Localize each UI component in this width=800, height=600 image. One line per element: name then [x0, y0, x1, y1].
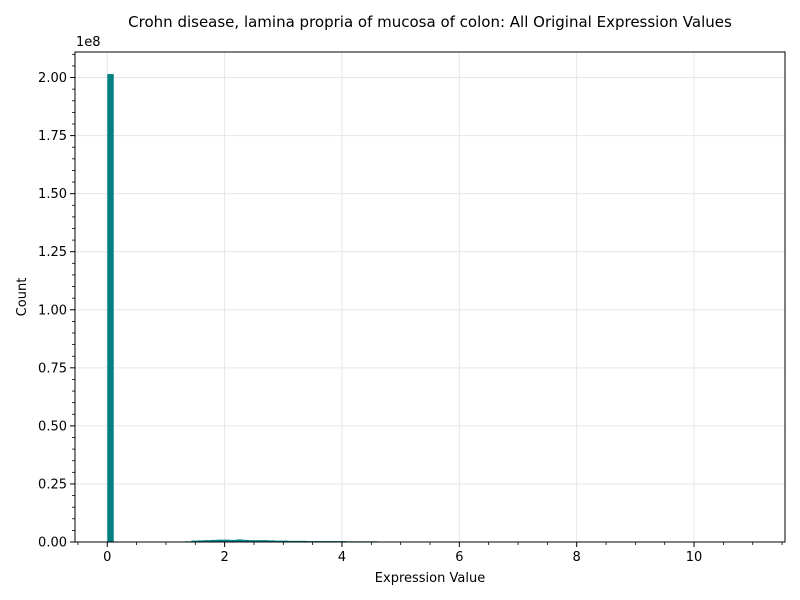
y-tick-label: 2.00	[38, 71, 67, 86]
histogram-bar	[262, 540, 269, 542]
histogram-bar	[268, 540, 276, 542]
y-tick-label: 1.00	[38, 303, 67, 318]
histogram-bar	[217, 539, 224, 542]
plot-frame	[74, 51, 786, 543]
histogram-bar	[242, 539, 250, 542]
histogram-bar	[294, 540, 301, 542]
x-axis: 0 2 4 6 8 10	[77, 542, 783, 565]
x-axis-label: Expression Value	[375, 571, 485, 586]
bars	[107, 74, 418, 543]
y-tick-label: 0.50	[38, 419, 67, 434]
y-tick-label: 1.50	[38, 187, 67, 202]
histogram-bar	[210, 539, 217, 542]
histogram-bar	[107, 74, 114, 542]
histogram-bar	[197, 540, 205, 542]
histogram-bar	[255, 540, 263, 542]
histogram-bar	[236, 539, 243, 542]
grid	[75, 52, 785, 543]
y-tick-label: 0.25	[38, 477, 67, 492]
histogram-bar	[288, 540, 295, 542]
x-tick-label: 6	[455, 550, 463, 565]
y-offset-label: 1e8	[76, 35, 101, 50]
y-axis: 0.00 0.25 0.50 0.75 1.00 1.25 1.50 1.75 2.00	[38, 53, 75, 551]
x-tick-label: 10	[686, 550, 703, 565]
histogram-bar	[275, 540, 282, 542]
histogram-bar	[249, 540, 256, 542]
x-tick-label: 0	[103, 550, 111, 565]
y-tick-label: 0.75	[38, 361, 67, 376]
x-tick-label: 2	[220, 550, 228, 565]
y-tick-label: 1.75	[38, 129, 67, 144]
histogram-bar	[281, 540, 288, 542]
chart-title: Crohn disease, lamina propria of mucosa …	[128, 13, 732, 31]
histogram-bar	[223, 539, 230, 542]
histogram-bar	[300, 540, 308, 542]
y-axis-label: Count	[15, 278, 30, 317]
y-tick-label: 1.25	[38, 245, 67, 260]
x-tick-label: 4	[338, 550, 346, 565]
x-tick-label: 8	[573, 550, 581, 565]
histogram-bar	[229, 539, 237, 542]
y-tick-label: 0.00	[38, 536, 67, 551]
histogram-bar	[191, 540, 198, 542]
histogram-bar	[204, 540, 211, 542]
